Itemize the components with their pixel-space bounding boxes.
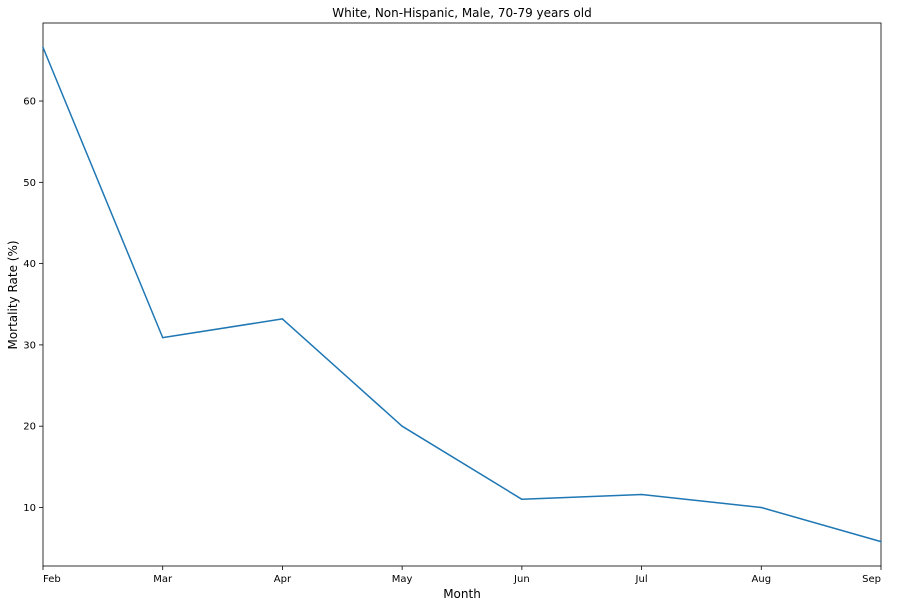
- x-tick-label: Feb: [43, 574, 61, 585]
- x-tick-label: Mar: [153, 574, 173, 585]
- x-axis-label: Month: [443, 587, 481, 601]
- y-axis-label: Mortality Rate (%): [6, 240, 20, 349]
- data-point: [401, 425, 403, 427]
- series-layer: [42, 46, 882, 543]
- y-tick-label: 60: [23, 97, 36, 108]
- series-line: [42, 47, 882, 543]
- y-tick-label: 30: [23, 340, 36, 351]
- data-point: [880, 540, 882, 543]
- data-point: [640, 493, 643, 496]
- plot-area-frame: [42, 22, 882, 567]
- data-point: [42, 46, 44, 49]
- data-point: [161, 336, 164, 339]
- data-point: [521, 498, 523, 501]
- chart-title: White, Non-Hispanic, Male, 70-79 years o…: [332, 6, 591, 20]
- y-tick-label: 20: [23, 422, 36, 433]
- y-tick-label: 40: [23, 259, 36, 270]
- data-point: [760, 506, 763, 509]
- x-tick-label: Jun: [513, 574, 530, 585]
- x-tick-label: Sep: [862, 574, 881, 585]
- x-axis: Feb Mar Apr May Jun Jul Aug Sep: [42, 566, 882, 585]
- x-tick-label: Jul: [635, 574, 648, 585]
- x-tick-label: May: [392, 574, 413, 585]
- y-tick-label: 10: [23, 503, 36, 514]
- data-point: [281, 318, 284, 320]
- y-tick-label: 50: [23, 178, 36, 189]
- x-tick-label: Apr: [274, 574, 292, 585]
- y-axis: 10 20 30 40 50 60: [23, 97, 43, 514]
- x-tick-label: Aug: [752, 574, 772, 585]
